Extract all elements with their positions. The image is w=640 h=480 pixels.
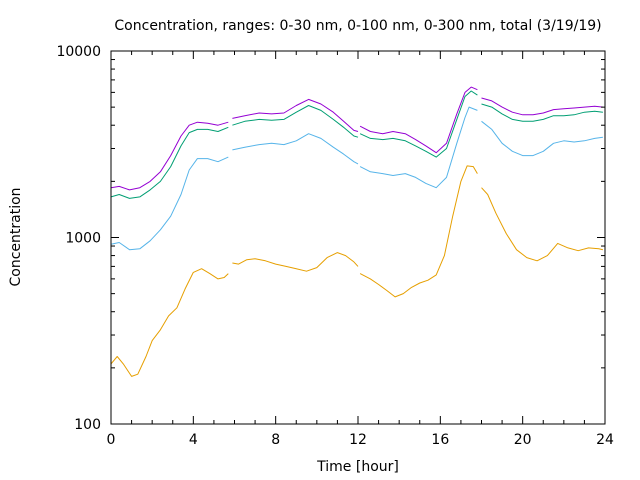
- series-2-line-segment-3: [359, 106, 478, 189]
- series-1-line-segment-1: [110, 268, 229, 377]
- y-tick-label: 100: [74, 417, 101, 433]
- series-4-line-segment-2: [232, 98, 359, 132]
- series-4-line-segment-1: [110, 121, 229, 191]
- series-3-line-segment-2: [232, 105, 359, 138]
- y-tick-label: 1000: [65, 231, 101, 247]
- chart-title: Concentration, ranges: 0-30 nm, 0-100 nm…: [114, 18, 601, 34]
- x-tick-label: 24: [596, 432, 614, 448]
- x-axis-label: Time [hour]: [316, 459, 399, 475]
- series-3-line-segment-3: [359, 90, 478, 158]
- plot-frame: [110, 50, 606, 425]
- series-2-line-segment-1: [110, 156, 229, 251]
- x-tick-label: 12: [349, 432, 367, 448]
- series-1-line-segment-3: [359, 165, 478, 298]
- x-tick-label: 16: [431, 432, 449, 448]
- y-tick-label: 10000: [56, 44, 101, 60]
- x-tick-label: 0: [107, 432, 116, 448]
- series-layer: [110, 86, 604, 377]
- x-tick-label: 8: [271, 432, 280, 448]
- y-axis-ticks: 100 1000 10000: [56, 44, 605, 433]
- x-tick-label: 20: [514, 432, 532, 448]
- series-3-line-segment-1: [110, 126, 229, 199]
- series-2-line-segment-4: [481, 120, 603, 157]
- series-4-line-segment-4: [481, 97, 603, 116]
- series-4-line-segment-3: [359, 86, 478, 154]
- x-tick-label: 4: [189, 432, 198, 448]
- series-2-line-segment-2: [232, 133, 359, 165]
- series-3-line-segment-4: [481, 103, 603, 122]
- y-axis-label: Concentration: [8, 187, 24, 286]
- series-1-line-segment-4: [481, 187, 604, 262]
- x-axis-ticks: 0 4 8 12 16 20 24: [107, 51, 614, 448]
- series-1-line-segment-2: [232, 252, 359, 272]
